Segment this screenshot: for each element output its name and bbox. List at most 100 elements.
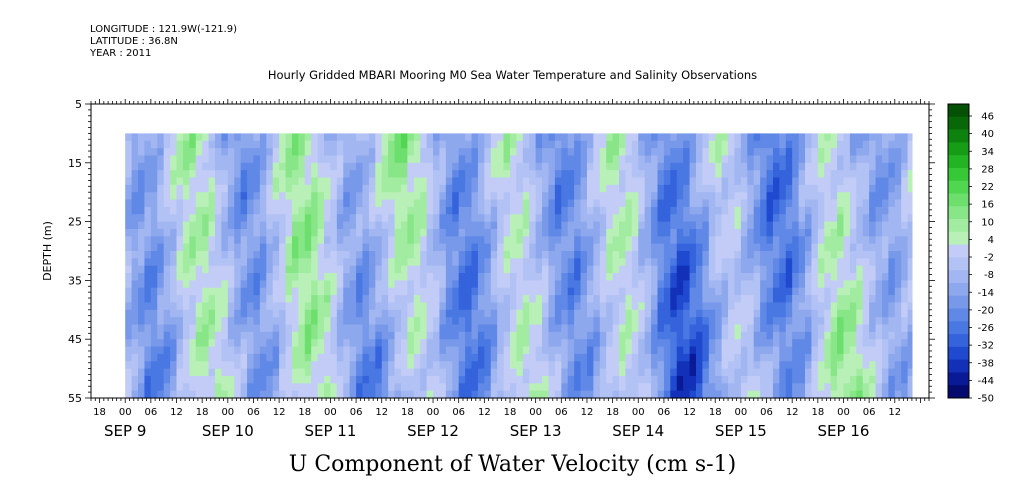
heatmap-cell <box>849 339 857 348</box>
heatmap-cell <box>445 206 453 215</box>
heatmap-cell <box>599 199 607 208</box>
heatmap-cell <box>407 184 415 193</box>
heatmap-cell <box>214 243 222 252</box>
heatmap-cell <box>420 192 428 201</box>
heatmap-cell <box>125 228 133 237</box>
heatmap-cell <box>708 324 716 333</box>
heatmap-cell <box>734 184 742 193</box>
heatmap-cell <box>227 170 235 179</box>
heatmap-cell <box>683 375 691 384</box>
heatmap-cell <box>497 346 505 355</box>
heatmap-cell <box>343 258 351 267</box>
heatmap-cell <box>798 324 806 333</box>
heatmap-cell <box>304 199 312 208</box>
heatmap-cell <box>202 302 210 311</box>
heatmap-cell <box>324 273 332 281</box>
heatmap-cell <box>542 353 550 362</box>
heatmap-cell <box>631 243 639 252</box>
heatmap-cell <box>176 390 184 399</box>
heatmap-cell <box>465 162 473 171</box>
heatmap-cell <box>368 192 376 201</box>
heatmap-cell <box>760 390 768 399</box>
heatmap-cell <box>234 265 242 274</box>
heatmap-cell <box>817 251 825 259</box>
heatmap-cell <box>368 265 376 274</box>
heatmap-cell <box>715 199 723 208</box>
heatmap-cell <box>740 346 748 355</box>
heatmap-cell <box>593 155 601 164</box>
heatmap-cell <box>824 368 832 377</box>
heatmap-cell <box>330 243 338 252</box>
heatmap-cell <box>195 184 203 193</box>
heatmap-cell <box>740 390 748 399</box>
heatmap-cell <box>516 280 524 289</box>
heatmap-cell <box>311 324 319 333</box>
heatmap-cell <box>721 192 729 201</box>
heatmap-cell <box>259 162 267 171</box>
heatmap-cell <box>394 265 402 274</box>
heatmap-cell <box>805 375 813 384</box>
colorbar-segment <box>948 257 969 271</box>
heatmap-cell <box>901 368 909 377</box>
heatmap-cell <box>420 368 428 377</box>
heatmap-cell <box>542 192 550 201</box>
heatmap-cell <box>477 295 485 304</box>
heatmap-cell <box>708 133 716 142</box>
heatmap-cell <box>522 368 530 377</box>
heatmap-cell <box>907 295 913 304</box>
heatmap-cell <box>285 346 293 355</box>
heatmap-cell <box>529 361 537 370</box>
heatmap-cell <box>227 265 235 274</box>
heatmap-cell <box>702 133 710 142</box>
heatmap-cell <box>728 177 736 186</box>
heatmap-cell <box>138 368 146 377</box>
heatmap-cell <box>330 346 338 355</box>
heatmap-cell <box>901 353 909 362</box>
heatmap-cell <box>484 236 492 245</box>
heatmap-cell <box>195 199 203 208</box>
heatmap-cell <box>477 228 485 237</box>
heatmap-cell <box>510 287 518 296</box>
colorbar-segment <box>948 104 969 118</box>
heatmap-cell <box>676 295 684 304</box>
heatmap-cell <box>170 383 178 392</box>
heatmap-cell <box>772 162 780 171</box>
heatmap-cell <box>619 177 627 186</box>
heatmap-cell <box>330 199 338 208</box>
heatmap-cell <box>548 133 556 142</box>
heatmap-cell <box>465 221 473 230</box>
heatmap-cell <box>747 214 755 223</box>
heatmap-cell <box>356 383 364 392</box>
heatmap-cell <box>676 368 684 377</box>
heatmap-cell <box>728 287 736 296</box>
heatmap-cell <box>856 140 864 149</box>
heatmap-cell <box>298 184 306 193</box>
x-hour-tick-label: 18 <box>709 407 722 418</box>
heatmap-cell <box>606 346 614 355</box>
heatmap-cell <box>221 390 229 399</box>
heatmap-cell <box>625 280 633 289</box>
heatmap-cell <box>176 221 184 230</box>
heatmap-cell <box>407 170 415 179</box>
heatmap-cell <box>413 324 421 333</box>
heatmap-cell <box>195 236 203 245</box>
heatmap-cell <box>599 302 607 311</box>
heatmap-cell <box>856 170 864 179</box>
heatmap-cell <box>426 375 434 384</box>
heatmap-cell <box>420 390 428 399</box>
heatmap-cell <box>856 236 864 245</box>
heatmap-cell <box>529 331 537 340</box>
heatmap-cell <box>670 368 678 377</box>
heatmap-cell <box>503 214 511 223</box>
heatmap-cell <box>202 236 210 245</box>
heatmap-cell <box>875 148 883 157</box>
heatmap-cell <box>856 243 864 252</box>
heatmap-cell <box>894 243 902 252</box>
heatmap-cell <box>285 390 293 399</box>
heatmap-cell <box>760 199 768 208</box>
heatmap-cell <box>311 206 319 215</box>
heatmap-cell <box>356 375 364 384</box>
longitude-text: LONGITUDE : 121.9W(-121.9) <box>90 24 237 35</box>
heatmap-cell <box>683 258 691 267</box>
heatmap-cell <box>240 228 248 237</box>
